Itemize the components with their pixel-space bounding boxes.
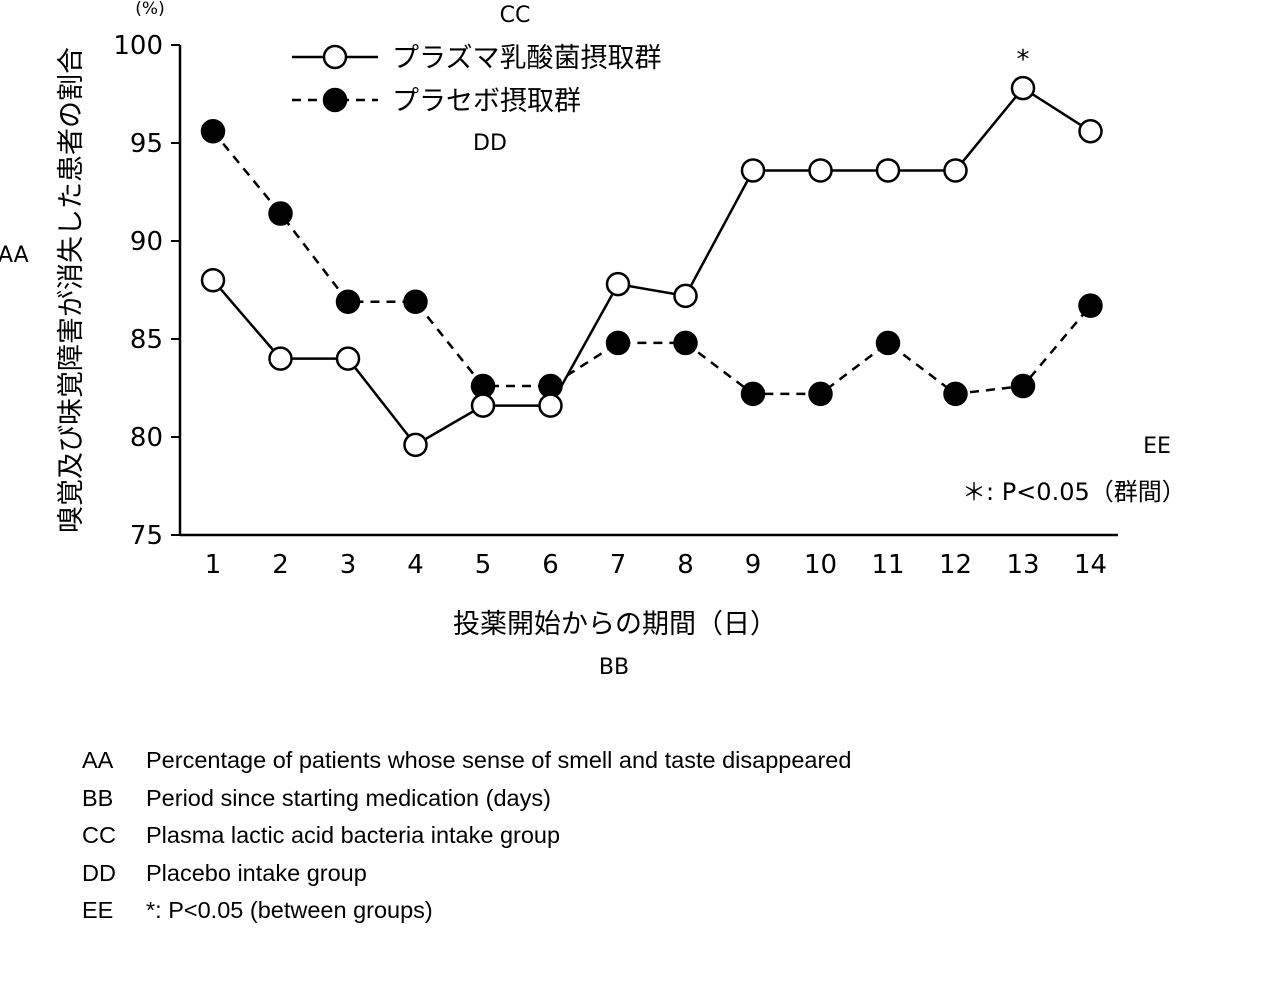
data-point-placebo [810, 383, 832, 405]
key-code: AA [82, 747, 146, 774]
x-tick-label: 13 [1006, 550, 1039, 580]
x-tick-label: 8 [677, 550, 694, 580]
key-code: DD [82, 860, 146, 887]
data-point-plasma [607, 273, 629, 295]
x-tick-label: 10 [804, 550, 837, 580]
data-point-plasma [742, 159, 764, 181]
data-point-placebo [607, 332, 629, 354]
significance-star: * [1017, 45, 1030, 75]
x-tick-label: 2 [272, 550, 289, 580]
x-tick-label: 4 [407, 550, 424, 580]
data-point-placebo [270, 203, 292, 225]
data-point-plasma [877, 159, 899, 181]
label-aa: AA [0, 243, 29, 268]
key-row: EE*: P<0.05 (between groups) [82, 892, 851, 930]
y-tick-label: 80 [130, 423, 163, 453]
key-text: Period since starting medication (days) [146, 785, 551, 812]
data-point-placebo [945, 383, 967, 405]
y-unit-label: (%) [135, 0, 164, 19]
x-tick-label: 9 [745, 550, 762, 580]
data-point-plasma [472, 395, 494, 417]
data-point-plasma [1080, 120, 1102, 142]
x-tick-label: 1 [205, 550, 222, 580]
key-row: CCPlasma lactic acid bacteria intake gro… [82, 817, 851, 855]
key-code: CC [82, 822, 146, 849]
key-code: BB [82, 785, 146, 812]
y-axis-title: 嗅覚及び味覚障害が消失した患者の割合 [56, 47, 87, 533]
y-tick-label: 75 [130, 521, 163, 551]
x-axis-title: 投薬開始からの期間（日） [453, 609, 777, 640]
y-tick-label: 90 [130, 227, 163, 257]
key-row: AAPercentage of patients whose sense of … [82, 742, 851, 780]
legend-label-placebo: プラセボ摂取群 [392, 86, 581, 117]
key-text: Plasma lactic acid bacteria intake group [146, 822, 560, 849]
key-row: BBPeriod since starting medication (days… [82, 780, 851, 818]
x-tick-label: 6 [542, 550, 559, 580]
x-tick-label: 5 [475, 550, 492, 580]
y-tick-label: 100 [113, 31, 163, 61]
y-tick-label: 85 [130, 325, 163, 355]
legend: プラズマ乳酸菌摂取群 プラセボ摂取群 [292, 43, 661, 117]
label-ee: EE [1143, 434, 1171, 459]
data-point-placebo [1080, 295, 1102, 317]
key-text: Placebo intake group [146, 860, 367, 887]
label-cc: CC [500, 3, 531, 28]
data-point-plasma [337, 348, 359, 370]
x-tick-label: 3 [340, 550, 357, 580]
data-point-placebo [877, 332, 899, 354]
x-tick-label: 14 [1074, 550, 1107, 580]
data-point-plasma [202, 269, 224, 291]
data-point-plasma [945, 159, 967, 181]
legend-marker-plasma [324, 46, 346, 68]
data-point-placebo [337, 291, 359, 313]
data-point-placebo [202, 120, 224, 142]
key-row: DDPlacebo intake group [82, 855, 851, 893]
legend-label-plasma: プラズマ乳酸菌摂取群 [392, 43, 661, 74]
data-point-plasma [1012, 77, 1034, 99]
x-tick-label: 12 [939, 550, 972, 580]
label-bb: BB [599, 655, 629, 680]
data-point-plasma [540, 395, 562, 417]
x-tick-label: 11 [871, 550, 904, 580]
label-dd: DD [473, 131, 507, 156]
data-point-plasma [810, 159, 832, 181]
y-tick-label: 95 [130, 129, 163, 159]
data-point-plasma [675, 285, 697, 307]
significance-note: ＊: P<0.05（群間） [962, 478, 1186, 506]
data-point-placebo [405, 291, 427, 313]
label-key: AAPercentage of patients whose sense of … [82, 742, 851, 930]
x-tick-label: 7 [610, 550, 627, 580]
legend-marker-placebo [324, 89, 346, 111]
data-point-placebo [675, 332, 697, 354]
data-point-plasma [405, 434, 427, 456]
key-code: EE [82, 897, 146, 924]
key-text: *: P<0.05 (between groups) [146, 897, 433, 924]
key-text: Percentage of patients whose sense of sm… [146, 747, 851, 774]
data-point-placebo [742, 383, 764, 405]
chart: (%) 嗅覚及び味覚障害が消失した患者の割合 投薬開始からの期間（日） AA B… [0, 0, 1277, 740]
data-point-placebo [1012, 375, 1034, 397]
data-point-plasma [270, 348, 292, 370]
